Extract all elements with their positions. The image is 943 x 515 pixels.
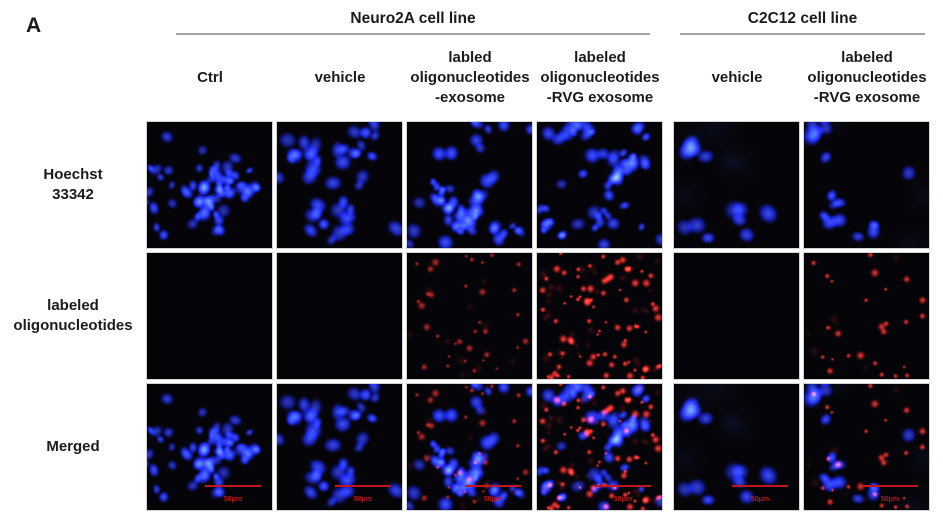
micrograph-image — [804, 253, 929, 379]
micrograph-image — [407, 384, 532, 510]
group-header-inner: C2C12 cell line — [680, 9, 925, 35]
group-underline-c2c12 — [680, 33, 925, 35]
micrograph-image — [537, 384, 662, 510]
group-header-neuro2a: Neuro2A cell line — [146, 9, 663, 35]
micrograph-oligo-neuro2a-oligo-rvg-exosome — [536, 252, 663, 380]
row-label-labeled-oligonucleotides: labeled oligonucleotides — [13, 296, 133, 334]
panel-label: A — [26, 14, 42, 37]
micrograph-merged-c2c12-vehicle: 50μm — [673, 383, 800, 511]
micrograph-image — [537, 253, 662, 379]
row-label-hoechst-33342: Hoechst 33342 — [43, 165, 103, 203]
micrograph-hoechst-neuro2a-oligo-rvg-exosome — [536, 121, 663, 249]
micrograph-oligo-neuro2a-vehicle — [276, 252, 403, 380]
column-header-oligo-rvg-exosome-neuro2a: labeled oligonucleotides -RVG exosome — [540, 49, 660, 106]
micrograph-image — [407, 122, 532, 248]
group-title-c2c12: C2C12 cell line — [747, 10, 858, 27]
micrograph-oligo-c2c12-vehicle — [673, 252, 800, 380]
micrograph-image — [147, 122, 272, 248]
micrograph-hoechst-c2c12-vehicle — [673, 121, 800, 249]
micrograph-merged-neuro2a-vehicle: 50μm — [276, 383, 403, 511]
micrograph-image — [674, 122, 799, 248]
micrograph-hoechst-neuro2a-ctrl — [146, 121, 273, 249]
micrograph-image — [804, 384, 929, 510]
micrograph-oligo-c2c12-oligo-rvg-exosome — [803, 252, 930, 380]
group-title-neuro2a: Neuro2A cell line — [350, 10, 476, 27]
column-header-vehicle-c2c12: vehicle — [711, 69, 763, 87]
row-label-merged: Merged — [46, 437, 100, 455]
group-header-c2c12: C2C12 cell line — [673, 9, 930, 35]
micrograph-image — [407, 253, 532, 379]
micrograph-image — [147, 384, 272, 510]
micrograph-image — [147, 253, 272, 379]
micrograph-image — [277, 253, 402, 379]
micrograph-image — [674, 384, 799, 510]
group-header-inner: Neuro2A cell line — [176, 9, 650, 35]
column-header-vehicle-neuro2a: vehicle — [314, 69, 366, 87]
micrograph-merged-neuro2a-oligo-exosome: 50μm — [406, 383, 533, 511]
micrograph-oligo-neuro2a-ctrl — [146, 252, 273, 380]
micrograph-oligo-neuro2a-oligo-exosome — [406, 252, 533, 380]
micrograph-merged-neuro2a-ctrl: 50μm — [146, 383, 273, 511]
micrograph-hoechst-c2c12-oligo-rvg-exosome — [803, 121, 930, 249]
column-header-oligo-exosome: labled oligonucleotides -exosome — [410, 49, 530, 106]
micrograph-image — [804, 122, 929, 248]
micrograph-image — [277, 122, 402, 248]
column-header-oligo-rvg-exosome-c2c12: labeled oligonucleotides -RVG exosome — [807, 49, 927, 106]
micrograph-hoechst-neuro2a-vehicle — [276, 121, 403, 249]
micrograph-image — [277, 384, 402, 510]
micrograph-image — [537, 122, 662, 248]
micrograph-hoechst-neuro2a-oligo-exosome — [406, 121, 533, 249]
column-header-ctrl: Ctrl — [197, 69, 223, 87]
group-underline-neuro2a — [176, 33, 650, 35]
micrograph-image — [674, 253, 799, 379]
micrograph-merged-neuro2a-oligo-rvg-exosome: 50μm — [536, 383, 663, 511]
micrograph-merged-c2c12-oligo-rvg-exosome: 50μm — [803, 383, 930, 511]
